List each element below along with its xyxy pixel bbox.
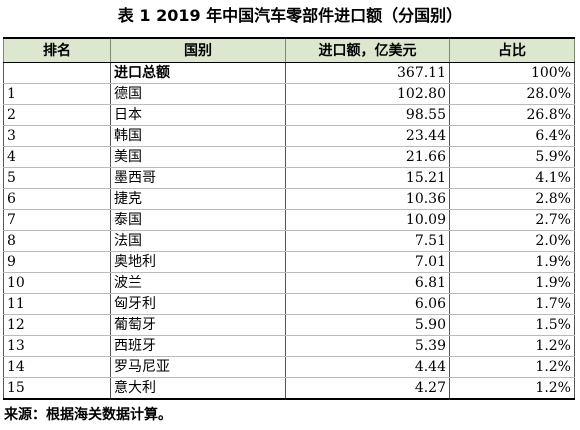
table-row: 5 墨西哥 15.21 4.1% [3,167,575,189]
row-rank: 1 [3,83,111,105]
header-share: 占比 [449,37,575,63]
row-country: 波兰 [110,272,286,294]
row-amount: 6.06 [285,293,450,315]
row-rank: 6 [3,188,111,210]
row-country: 罗马尼亚 [110,356,286,378]
row-country: 泰国 [110,209,286,231]
table-row: 11 匈牙利 6.06 1.7% [3,293,575,315]
table-row: 1 德国 102.80 28.0% [3,83,575,105]
row-rank: 15 [3,377,111,400]
row-share: 2.0% [449,230,575,252]
row-country: 葡萄牙 [110,314,286,336]
row-amount: 7.51 [285,230,450,252]
table-row: 15 意大利 4.27 1.2% [3,377,575,400]
row-rank: 9 [3,251,111,273]
row-share: 1.2% [449,356,575,378]
row-share: 4.1% [449,167,575,189]
row-share: 1.7% [449,293,575,315]
row-share: 2.8% [449,188,575,210]
table-row: 2 日本 98.55 26.8% [3,104,575,126]
row-rank: 11 [3,293,111,315]
row-amount: 10.09 [285,209,450,231]
source-note: 来源：根据海关数据计算。 [4,407,172,423]
table-row: 10 波兰 6.81 1.9% [3,272,575,294]
row-country: 法国 [110,230,286,252]
row-share: 1.5% [449,314,575,336]
table-row: 13 西班牙 5.39 1.2% [3,335,575,357]
row-rank: 8 [3,230,111,252]
row-amount: 4.44 [285,356,450,378]
header-rank: 排名 [3,37,111,63]
table-row: 6 捷克 10.36 2.8% [3,188,575,210]
row-share: 26.8% [449,104,575,126]
table-row: 7 泰国 10.09 2.7% [3,209,575,231]
row-rank: 3 [3,125,111,147]
row-amount: 7.01 [285,251,450,273]
row-country: 美国 [110,146,286,168]
total-row: 进口总额 367.11 100% [3,62,575,84]
header-row: 排名 国别 进口额，亿美元 占比 [3,37,575,63]
table-row: 4 美国 21.66 5.9% [3,146,575,168]
row-country: 日本 [110,104,286,126]
row-country: 墨西哥 [110,167,286,189]
row-share: 6.4% [449,125,575,147]
row-country: 捷克 [110,188,286,210]
row-country: 意大利 [110,377,286,400]
row-rank: 14 [3,356,111,378]
total-amount: 367.11 [285,62,450,84]
row-share: 5.9% [449,146,575,168]
table-row: 12 葡萄牙 5.90 1.5% [3,314,575,336]
row-amount: 10.36 [285,188,450,210]
total-share: 100% [449,62,575,84]
row-share: 1.2% [449,335,575,357]
row-share: 2.7% [449,209,575,231]
row-share: 28.0% [449,83,575,105]
total-rank [3,62,111,84]
row-share: 1.9% [449,272,575,294]
header-amount: 进口额，亿美元 [285,37,450,63]
row-rank: 7 [3,209,111,231]
row-rank: 12 [3,314,111,336]
row-rank: 10 [3,272,111,294]
row-country: 西班牙 [110,335,286,357]
header-country: 国别 [110,37,286,63]
row-country: 韩国 [110,125,286,147]
row-amount: 5.39 [285,335,450,357]
row-amount: 23.44 [285,125,450,147]
row-amount: 98.55 [285,104,450,126]
row-share: 1.9% [449,251,575,273]
row-amount: 6.81 [285,272,450,294]
row-country: 匈牙利 [110,293,286,315]
table-row: 9 奥地利 7.01 1.9% [3,251,575,273]
import-table: 排名 国别 进口额，亿美元 占比 进口总额 367.11 100% 1 德国 102… [3,37,575,400]
row-rank: 5 [3,167,111,189]
row-amount: 21.66 [285,146,450,168]
row-share: 1.2% [449,377,575,400]
table-row: 8 法国 7.51 2.0% [3,230,575,252]
row-rank: 4 [3,146,111,168]
row-rank: 13 [3,335,111,357]
row-amount: 5.90 [285,314,450,336]
row-amount: 102.80 [285,83,450,105]
total-label: 进口总额 [110,62,286,84]
row-amount: 15.21 [285,167,450,189]
row-rank: 2 [3,104,111,126]
row-country: 德国 [110,83,286,105]
table-title: 表 1 2019 年中国汽车零部件进口额（分国别） [117,6,463,25]
row-country: 奥地利 [110,251,286,273]
row-amount: 4.27 [285,377,450,400]
table-row: 3 韩国 23.44 6.4% [3,125,575,147]
table-row: 14 罗马尼亚 4.44 1.2% [3,356,575,378]
